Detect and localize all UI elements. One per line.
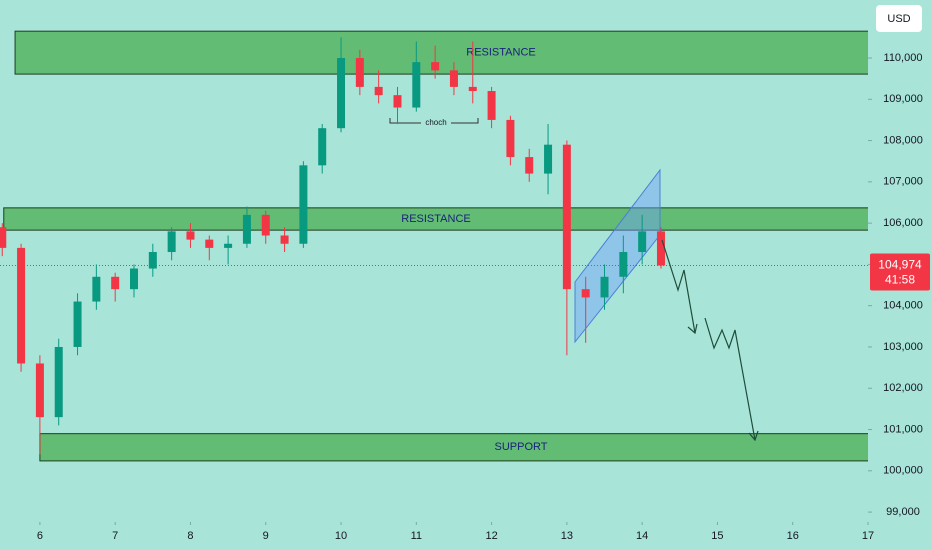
zones: RESISTANCE RESISTANCE SUPPORT [3,30,868,462]
candle-body [167,231,176,253]
candle-body [337,58,346,129]
x-tick-label: 13 [561,530,573,542]
candle-body [0,227,7,248]
candle-body [638,231,647,253]
candle-body [431,62,440,71]
candle-body [205,239,214,248]
zone-label: RESISTANCE [401,213,470,225]
candle-body [92,276,101,302]
zone-label: SUPPORT [495,441,548,453]
x-tick-label: 10 [335,530,347,542]
choch-label: choch [425,118,446,127]
candle-body [130,268,139,290]
candle-body [242,214,251,244]
choch-bg [421,117,451,129]
x-tick-label: 15 [711,530,723,542]
candle-body [299,165,308,244]
currency-label[interactable]: USD [887,13,910,25]
currency-button[interactable] [876,5,922,32]
candle-body [619,252,628,277]
x-tick-label: 8 [187,530,193,542]
y-tick-label: 108,000 [883,134,923,146]
y-tick-label: 110,000 [884,52,923,64]
y-tick-label: 109,000 [883,93,923,105]
candle-body [73,301,82,347]
candle-body [355,58,364,87]
candle-body [280,235,289,244]
zone [3,207,868,231]
x-tick-label: 6 [37,530,43,542]
y-tick-label: 100,000 [883,465,923,477]
candle-body [600,276,609,298]
candle-body [148,252,157,269]
candle-body [487,91,496,120]
candle-body [261,214,270,236]
x-tick-label: 7 [112,530,118,542]
countdown: 41:58 [885,273,915,287]
candle-body [224,243,233,248]
x-tick-label: 9 [263,530,269,542]
candle-body [468,86,477,92]
y-tick-label: 101,000 [883,423,923,435]
y-tick-label: 104,000 [883,300,923,312]
y-tick-label: 102,000 [883,382,923,394]
axes: 99,000 100,000 101,000 102,000 103,000 104,00… [37,52,930,542]
candle-body [111,276,120,290]
y-tick-label: 99,000 [886,506,920,518]
projection-arrowhead [687,323,698,335]
candles [0,37,868,455]
projection-path [661,239,696,334]
projection-path [704,317,756,441]
y-tick-label: 106,000 [883,217,923,229]
candle-body [318,128,327,166]
channel [574,168,661,344]
candle-body [17,247,26,364]
price-badge-label: 104,974 [878,258,922,272]
zone [14,30,868,75]
candle-body [506,119,515,158]
candle-body [562,144,571,290]
projection-arrowhead [748,430,759,442]
candle-body [525,157,534,174]
x-tick-label: 11 [411,530,422,542]
y-tick-label: 103,000 [883,341,923,353]
candle-body [581,289,590,298]
y-tick-label: 107,000 [883,176,923,188]
price-badge [870,253,930,291]
zone [39,433,868,462]
x-tick-label: 12 [485,530,497,542]
candle-body [374,86,383,96]
x-tick-label: 14 [636,530,648,542]
candle-body [35,363,44,418]
candle-body [54,346,63,418]
zone-label: RESISTANCE [466,47,535,59]
x-tick-label: 17 [862,530,874,542]
x-tick-label: 16 [787,530,799,542]
choch-annotation: choch [389,117,479,129]
candle-body [412,62,421,108]
candle-body [393,95,402,108]
x-axis: 6 7 8 9 10 11 12 13 14 15 16 17 [37,522,874,542]
candle-body [449,70,458,87]
candle-body [186,231,195,240]
candle-body [656,231,665,266]
candle-body [544,144,553,174]
projection [661,239,759,442]
